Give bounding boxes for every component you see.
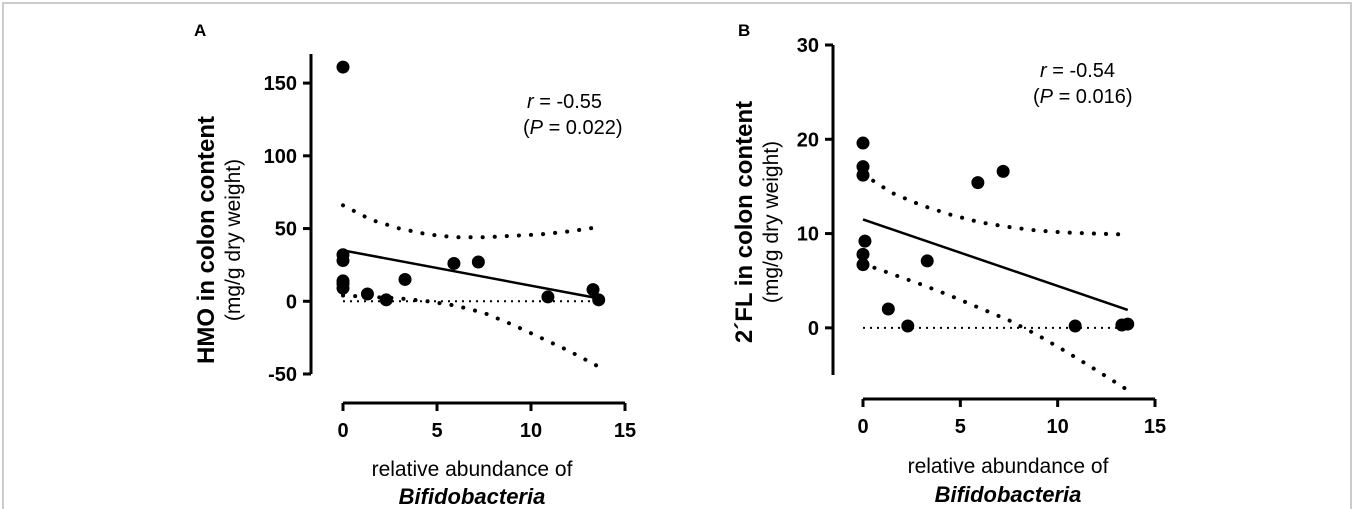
panel-b-data-point <box>1121 317 1135 331</box>
panel-a: A -50 0 50 100 150 0 5 10 15 HMO in colon conten… <box>193 21 636 509</box>
panel-b-ci-upper-curve <box>861 172 1126 237</box>
panel-a-x-tick-label: 5 <box>431 420 442 442</box>
panel-a-xlabel: relative abundance of <box>372 458 573 481</box>
p-open: ( <box>523 117 530 139</box>
panel-a-data-point <box>398 272 412 286</box>
panel-b-regression-line <box>862 218 1129 312</box>
panel-b-r-value: r = -0.54 <box>1040 60 1115 82</box>
r-symbol: r <box>527 91 535 113</box>
r-value: = -0.55 <box>534 91 602 113</box>
panel-a-ci-lower-curve <box>341 293 601 369</box>
panel-a-y-tick-label: 150 <box>264 73 297 95</box>
panel-a-data-point <box>336 60 350 74</box>
panel-b-plot-area: 0 10 20 30 0 5 10 15 <box>797 35 1166 438</box>
panel-a-letter: A <box>194 21 206 40</box>
panel-b-x-tick-label: 5 <box>955 416 966 438</box>
panel-b-x-tick-label: 0 <box>857 416 868 438</box>
panel-b-data-point <box>856 168 870 182</box>
panel-a-y-tick-label: 100 <box>264 146 297 168</box>
panel-a-ylabel-units: (mg/g dry weight) <box>222 159 245 321</box>
panel-b-data-point <box>856 258 870 272</box>
panel-a-ylabel: HMO in colon content <box>193 116 220 364</box>
panel-a-data-point <box>586 283 600 297</box>
panel-b-data-point <box>1068 319 1082 333</box>
panel-b-xlabel-genus: Bifidobacteria <box>935 482 1082 507</box>
panel-b-x-tick-label: 10 <box>1047 416 1069 438</box>
panel-b-y-tick-label: 30 <box>797 35 819 57</box>
panel-a-x-tick-label: 10 <box>520 420 542 442</box>
p-symbol: P <box>1040 86 1054 108</box>
panel-b: B 0 10 20 30 0 5 10 15 2´FL in colon content (m… <box>731 21 1166 507</box>
panel-a-regression-line <box>342 249 599 300</box>
p-value: = 0.016) <box>1053 86 1133 108</box>
panel-b-letter: B <box>738 21 750 40</box>
panel-a-y-tick-label: -50 <box>268 364 297 386</box>
panel-b-p-value: (P = 0.016) <box>1033 86 1133 108</box>
panel-b-ci-lower-curve <box>861 261 1130 393</box>
panel-b-ylabel: 2´FL in colon content <box>731 101 758 343</box>
panel-a-data-point <box>471 255 485 269</box>
panel-b-data-point <box>881 302 895 316</box>
panel-a-x-tick-label: 0 <box>337 420 348 442</box>
panel-a-p-value: (P = 0.022) <box>523 117 623 139</box>
panel-a-xlabel-genus: Bifidobacteria <box>399 484 546 509</box>
panel-a-data-point <box>336 281 350 295</box>
panel-a-data-point <box>379 293 393 307</box>
p-open: ( <box>1033 86 1040 108</box>
panel-b-ylabel-units: (mg/g dry weight) <box>760 141 783 303</box>
panel-a-y-tick-label: 50 <box>275 219 297 241</box>
panel-b-y-tick-label: 0 <box>808 318 819 340</box>
panel-a-data-point <box>360 287 374 301</box>
panel-b-data-point <box>996 164 1010 178</box>
panel-a-r-value: r = -0.55 <box>527 91 602 113</box>
r-symbol: r <box>1040 60 1048 82</box>
panel-a-data-point <box>447 256 461 270</box>
panel-a-x-tick-label: 15 <box>614 420 636 442</box>
panel-a-y-tick-label: 0 <box>286 291 297 313</box>
p-value: = 0.022) <box>543 117 623 139</box>
panel-b-data-point <box>920 254 934 268</box>
panel-b-data-point <box>901 319 915 333</box>
panel-b-data-point <box>856 247 870 261</box>
panel-a-data-point <box>592 293 606 307</box>
panel-b-data-point <box>858 234 872 248</box>
panel-b-data-point <box>856 136 870 150</box>
panel-b-y-tick-label: 20 <box>797 129 819 151</box>
panel-a-ci-upper-curve <box>341 203 601 240</box>
p-symbol: P <box>530 117 544 139</box>
panel-b-xlabel: relative abundance of <box>908 455 1109 478</box>
panel-a-data-point <box>541 290 555 304</box>
panel-a-data-point <box>336 254 350 268</box>
panel-b-y-tick-label: 10 <box>797 224 819 246</box>
r-value: = -0.54 <box>1047 60 1115 82</box>
panel-b-x-tick-label: 15 <box>1144 416 1166 438</box>
panel-a-plot-area: -50 0 50 100 150 0 5 10 15 <box>264 54 636 442</box>
panel-b-data-point <box>971 176 985 190</box>
